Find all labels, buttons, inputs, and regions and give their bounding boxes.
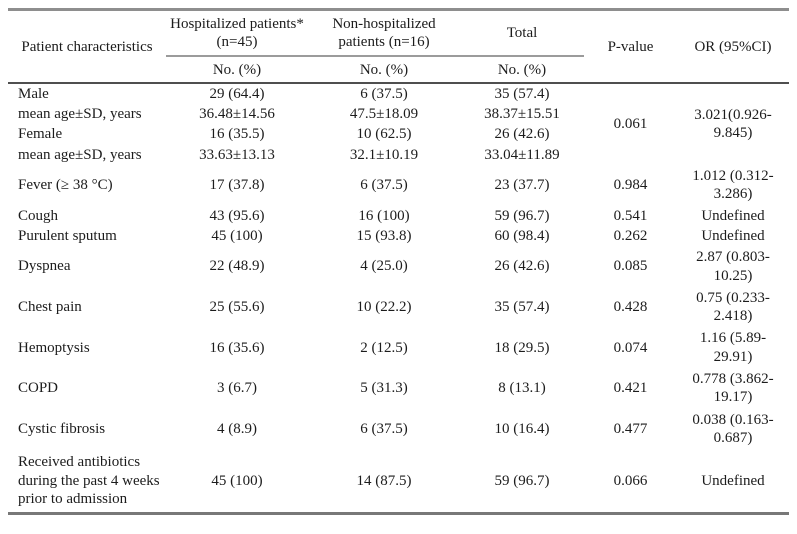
row-label: COPD — [18, 380, 59, 397]
cell-hospitalized: 22 (48.9) — [209, 258, 265, 275]
cell-non-hospitalized: 16 (100) — [358, 207, 410, 224]
cell-or-ci: 0.75 (0.233-2.418) — [696, 289, 770, 325]
table-row-chest-pain: Chest pain 25 (55.6) 10 (22.2) 35 (57.4)… — [8, 287, 789, 328]
table-body: Male 29 (64.4) 6 (37.5) 35 (57.4) 0.061 … — [8, 83, 789, 514]
cell-p-value: 0.984 — [613, 177, 648, 194]
cell-hospitalized: 43 (95.6) — [209, 207, 265, 224]
cell-total: 23 (37.7) — [494, 177, 550, 194]
cell-p-value: 0.262 — [613, 227, 648, 244]
cell-non-hospitalized: 10 (22.2) — [356, 299, 412, 315]
cell-p-value: 0.477 — [613, 420, 648, 437]
table-row-female: Female 16 (35.5) 10 (62.5) 26 (42.6) — [8, 124, 789, 144]
cell-non-hospitalized: 15 (93.8) — [356, 227, 412, 244]
subheader-no-pct-total: No. (%) — [497, 61, 547, 78]
cell-hospitalized: 3 (6.7) — [217, 380, 257, 397]
header-hospitalized-patients: Hospitalized patients* (n=45) — [166, 9, 308, 57]
cell-total: 35 (57.4) — [494, 299, 550, 315]
cell-total: 18 (29.5) — [494, 339, 550, 356]
cell-p-value: 0.066 — [613, 472, 648, 489]
row-label: Fever (≥ 38 °C) — [18, 177, 113, 194]
cell-non-hospitalized: 2 (12.5) — [360, 339, 408, 356]
cell-non-hospitalized: 10 (62.5) — [356, 126, 412, 143]
header-total: Total — [460, 9, 584, 57]
cell-or-ci: 1.012 (0.312-3.286) — [692, 168, 774, 203]
cell-or-ci: Undefined — [701, 472, 765, 489]
row-label: Purulent sputum — [18, 227, 117, 244]
header-patient-characteristics: Patient characteristics — [21, 38, 153, 55]
cell-total: 33.04±11.89 — [484, 146, 560, 163]
cell-or-ci-gender-block: 3.021(0.926-9.845) — [694, 107, 772, 142]
cell-hospitalized: 45 (100) — [211, 227, 263, 244]
row-label: Female — [18, 126, 63, 143]
cell-or-ci: 0.038 (0.163-0.687) — [692, 411, 774, 446]
cell-p-value: 0.428 — [613, 299, 648, 315]
row-label: Cough — [18, 207, 59, 224]
table-row-female-mean-age: mean age±SD, years 33.63±13.13 32.1±10.1… — [8, 145, 789, 165]
cell-total: 38.37±15.51 — [484, 106, 560, 123]
subheader-no-pct-non-hospitalized: No. (%) — [359, 61, 409, 78]
cell-total: 59 (96.7) — [494, 472, 550, 489]
cell-p-value-gender-block: 0.061 — [613, 116, 648, 133]
cell-total: 35 (57.4) — [494, 85, 550, 102]
patient-characteristics-table: Patient characteristics Hospitalized pat… — [8, 8, 789, 516]
cell-or-ci: 1.16 (5.89-29.91) — [699, 330, 767, 365]
table-row-cough: Cough 43 (95.6) 16 (100) 59 (96.7) 0.541… — [8, 206, 789, 226]
row-label: mean age±SD, years — [18, 146, 142, 163]
cell-hospitalized: 16 (35.6) — [209, 339, 265, 356]
cell-non-hospitalized: 4 (25.0) — [360, 258, 408, 275]
row-label: Hemoptysis — [18, 339, 90, 356]
cell-or-ci: 0.778 (3.862-19.17) — [692, 371, 774, 406]
cell-p-value: 0.541 — [613, 207, 648, 224]
cell-total: 26 (42.6) — [494, 258, 550, 275]
table-row-copd: COPD 3 (6.7) 5 (31.3) 8 (13.1) 0.421 0.7… — [8, 368, 789, 409]
row-label: mean age±SD, years — [18, 106, 142, 123]
header-p-value: P-value — [607, 38, 654, 55]
row-label: Male — [18, 85, 49, 102]
cell-non-hospitalized: 14 (87.5) — [356, 472, 412, 489]
header-or-95ci: OR (95%CI) — [694, 38, 772, 55]
cell-total: 10 (16.4) — [494, 420, 550, 437]
table-header: Patient characteristics Hospitalized pat… — [8, 9, 789, 83]
cell-or-ci: Undefined — [701, 227, 765, 244]
cell-hospitalized: 33.63±13.13 — [199, 146, 275, 163]
table-row-fever: Fever (≥ 38 °C) 17 (37.8) 6 (37.5) 23 (3… — [8, 165, 789, 206]
cell-non-hospitalized: 6 (37.5) — [360, 177, 408, 194]
cell-total: 60 (98.4) — [494, 227, 550, 244]
cell-hospitalized: 17 (37.8) — [209, 177, 265, 194]
row-label: Chest pain — [18, 299, 82, 315]
cell-total: 8 (13.1) — [498, 380, 546, 397]
cell-p-value: 0.421 — [613, 380, 648, 397]
cell-total: 59 (96.7) — [494, 207, 550, 224]
cell-non-hospitalized: 6 (37.5) — [360, 420, 408, 437]
cell-p-value: 0.074 — [613, 339, 648, 356]
table-row-purulent-sputum: Purulent sputum 45 (100) 15 (93.8) 60 (9… — [8, 226, 789, 246]
cell-hospitalized: 25 (55.6) — [209, 299, 265, 315]
subheader-no-pct-hospitalized: No. (%) — [212, 61, 262, 78]
cell-hospitalized: 36.48±14.56 — [199, 106, 275, 123]
table-row-received-antibiotics: Received antibiotics during the past 4 w… — [8, 449, 789, 513]
table-row-hemoptysis: Hemoptysis 16 (35.6) 2 (12.5) 18 (29.5) … — [8, 327, 789, 368]
row-label: Dyspnea — [18, 258, 71, 275]
cell-hospitalized: 45 (100) — [211, 472, 263, 489]
table-row-male-mean-age: mean age±SD, years 36.48±14.56 47.5±18.0… — [8, 104, 789, 124]
cell-non-hospitalized: 6 (37.5) — [360, 85, 408, 102]
cell-hospitalized: 29 (64.4) — [209, 85, 265, 102]
cell-or-ci: Undefined — [701, 207, 765, 224]
cell-hospitalized: 16 (35.5) — [209, 126, 265, 143]
header-non-hospitalized-patients: Non-hospitalized patients (n=16) — [308, 9, 460, 57]
cell-p-value: 0.085 — [613, 258, 648, 275]
cell-total: 26 (42.6) — [494, 126, 550, 143]
row-label: Cystic fibrosis — [18, 420, 106, 437]
cell-non-hospitalized: 47.5±18.09 — [349, 106, 419, 123]
table-row-dyspnea: Dyspnea 22 (48.9) 4 (25.0) 26 (42.6) 0.0… — [8, 246, 789, 287]
cell-non-hospitalized: 5 (31.3) — [360, 380, 408, 397]
row-label: Received antibiotics during the past 4 w… — [18, 454, 160, 507]
cell-hospitalized: 4 (8.9) — [217, 420, 257, 437]
cell-or-ci: 2.87 (0.803-10.25) — [696, 249, 770, 284]
table-row-cystic-fibrosis: Cystic fibrosis 4 (8.9) 6 (37.5) 10 (16.… — [8, 409, 789, 450]
cell-non-hospitalized: 32.1±10.19 — [349, 146, 419, 163]
table-row-male: Male 29 (64.4) 6 (37.5) 35 (57.4) 0.061 … — [8, 83, 789, 142]
